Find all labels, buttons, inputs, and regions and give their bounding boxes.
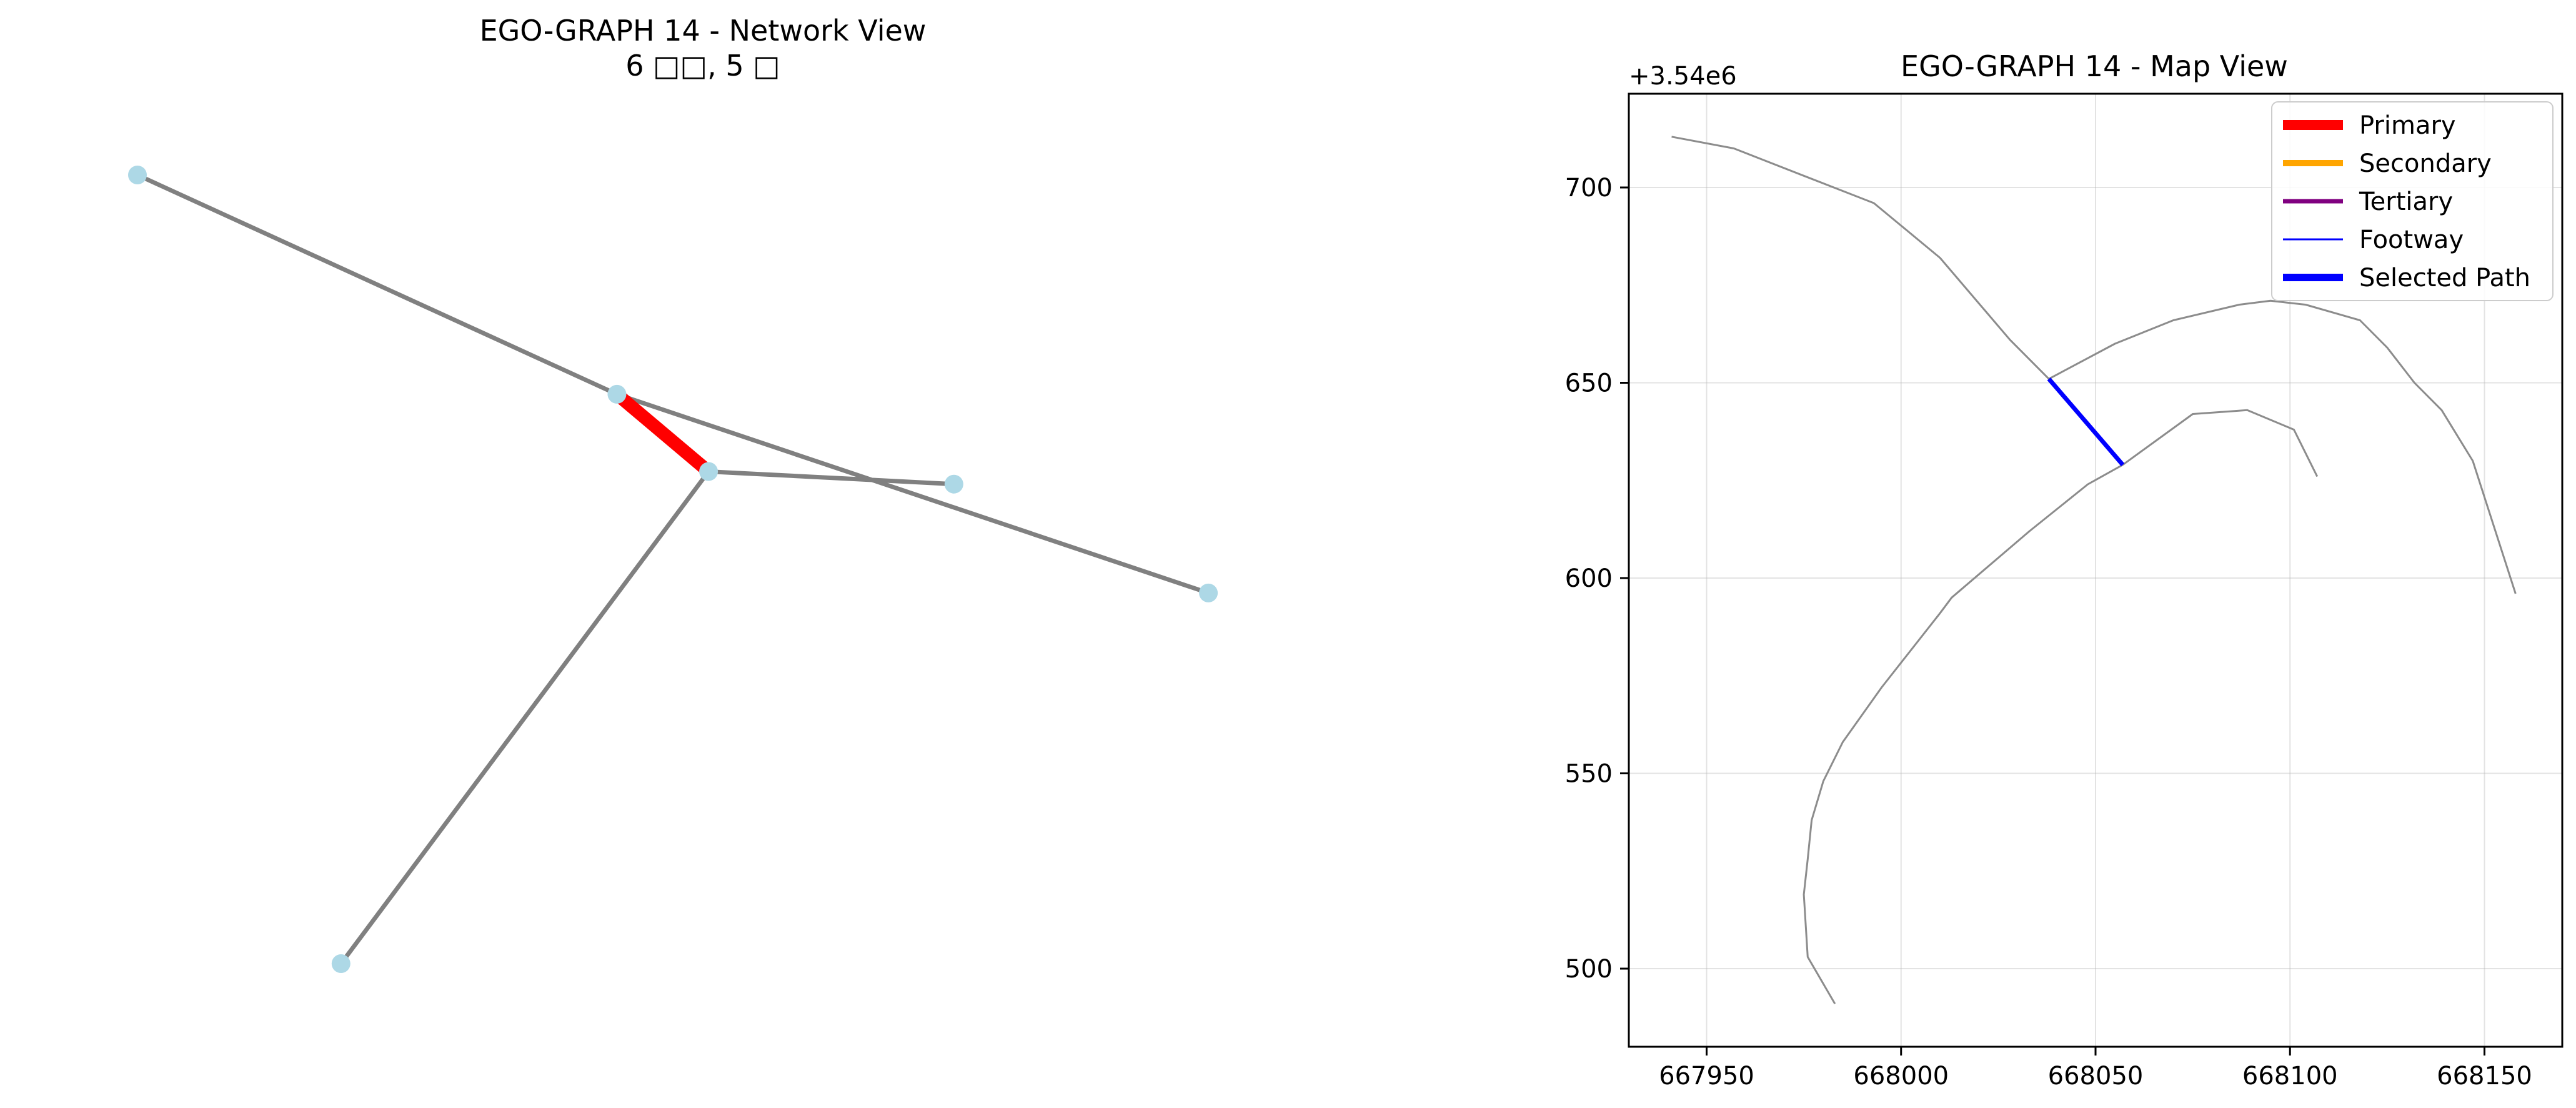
legend-label: Selected Path (2359, 264, 2530, 292)
network-view-panel: EGO-GRAPH 14 - Network View 6 □□, 5 □ (128, 14, 1218, 973)
legend-label: Footway (2359, 226, 2464, 254)
legend-box (2271, 101, 2554, 301)
y-tick-label: 650 (1565, 369, 1613, 398)
y-tick-label: 500 (1565, 955, 1613, 984)
y-tick-label: 600 (1565, 564, 1613, 593)
legend-label: Primary (2359, 111, 2456, 140)
map-view-panel: EGO-GRAPH 14 - Map View +3.54e6 667950 66… (1565, 49, 2564, 1091)
y-tick-label: 700 (1565, 174, 1613, 202)
network-node-e (1199, 583, 1218, 602)
road-segment (2122, 409, 2319, 477)
network-edge-a-b (136, 172, 618, 397)
map-y-ticks: 500 550 600 650 700 (1565, 174, 1629, 984)
network-nodes (128, 166, 1218, 973)
map-legend: Primary Secondary Tertiary Footway Selected … (2271, 101, 2554, 301)
network-node-b (607, 384, 627, 404)
network-edge-b-c (612, 389, 713, 477)
x-tick-label: 668050 (2048, 1062, 2144, 1091)
x-tick-label: 667950 (1659, 1062, 1754, 1091)
road-segment (2048, 299, 2517, 594)
y-offset-label: +3.54e6 (1629, 62, 1737, 91)
network-view-subtitle: 6 □□, 5 □ (625, 49, 780, 82)
map-selected-path (2047, 377, 2125, 467)
network-node-d (944, 474, 963, 494)
network-node-c (699, 462, 719, 481)
network-edges (136, 172, 1210, 966)
network-edge-c-f (339, 470, 710, 966)
legend-label: Tertiary (2359, 187, 2453, 216)
x-tick-label: 668150 (2437, 1062, 2532, 1091)
road-segment (1803, 464, 2124, 1005)
network-edge-c-d (708, 469, 954, 487)
map-x-ticks: 667950 668000 668050 668100 668150 (1659, 1047, 2532, 1091)
map-view-title: EGO-GRAPH 14 - Map View (1901, 49, 2288, 83)
y-tick-label: 550 (1565, 760, 1613, 789)
network-node-a (128, 166, 147, 184)
network-node-f (331, 954, 351, 973)
road-segment (1671, 136, 2050, 380)
network-edge-b-e (616, 392, 1210, 596)
selected-path-line (2047, 377, 2125, 467)
legend-label: Secondary (2359, 149, 2492, 178)
x-tick-label: 668100 (2242, 1062, 2338, 1091)
network-view-title: EGO-GRAPH 14 - Network View (480, 14, 927, 47)
map-roads (1671, 136, 2517, 1005)
x-tick-label: 668000 (1853, 1062, 1949, 1091)
